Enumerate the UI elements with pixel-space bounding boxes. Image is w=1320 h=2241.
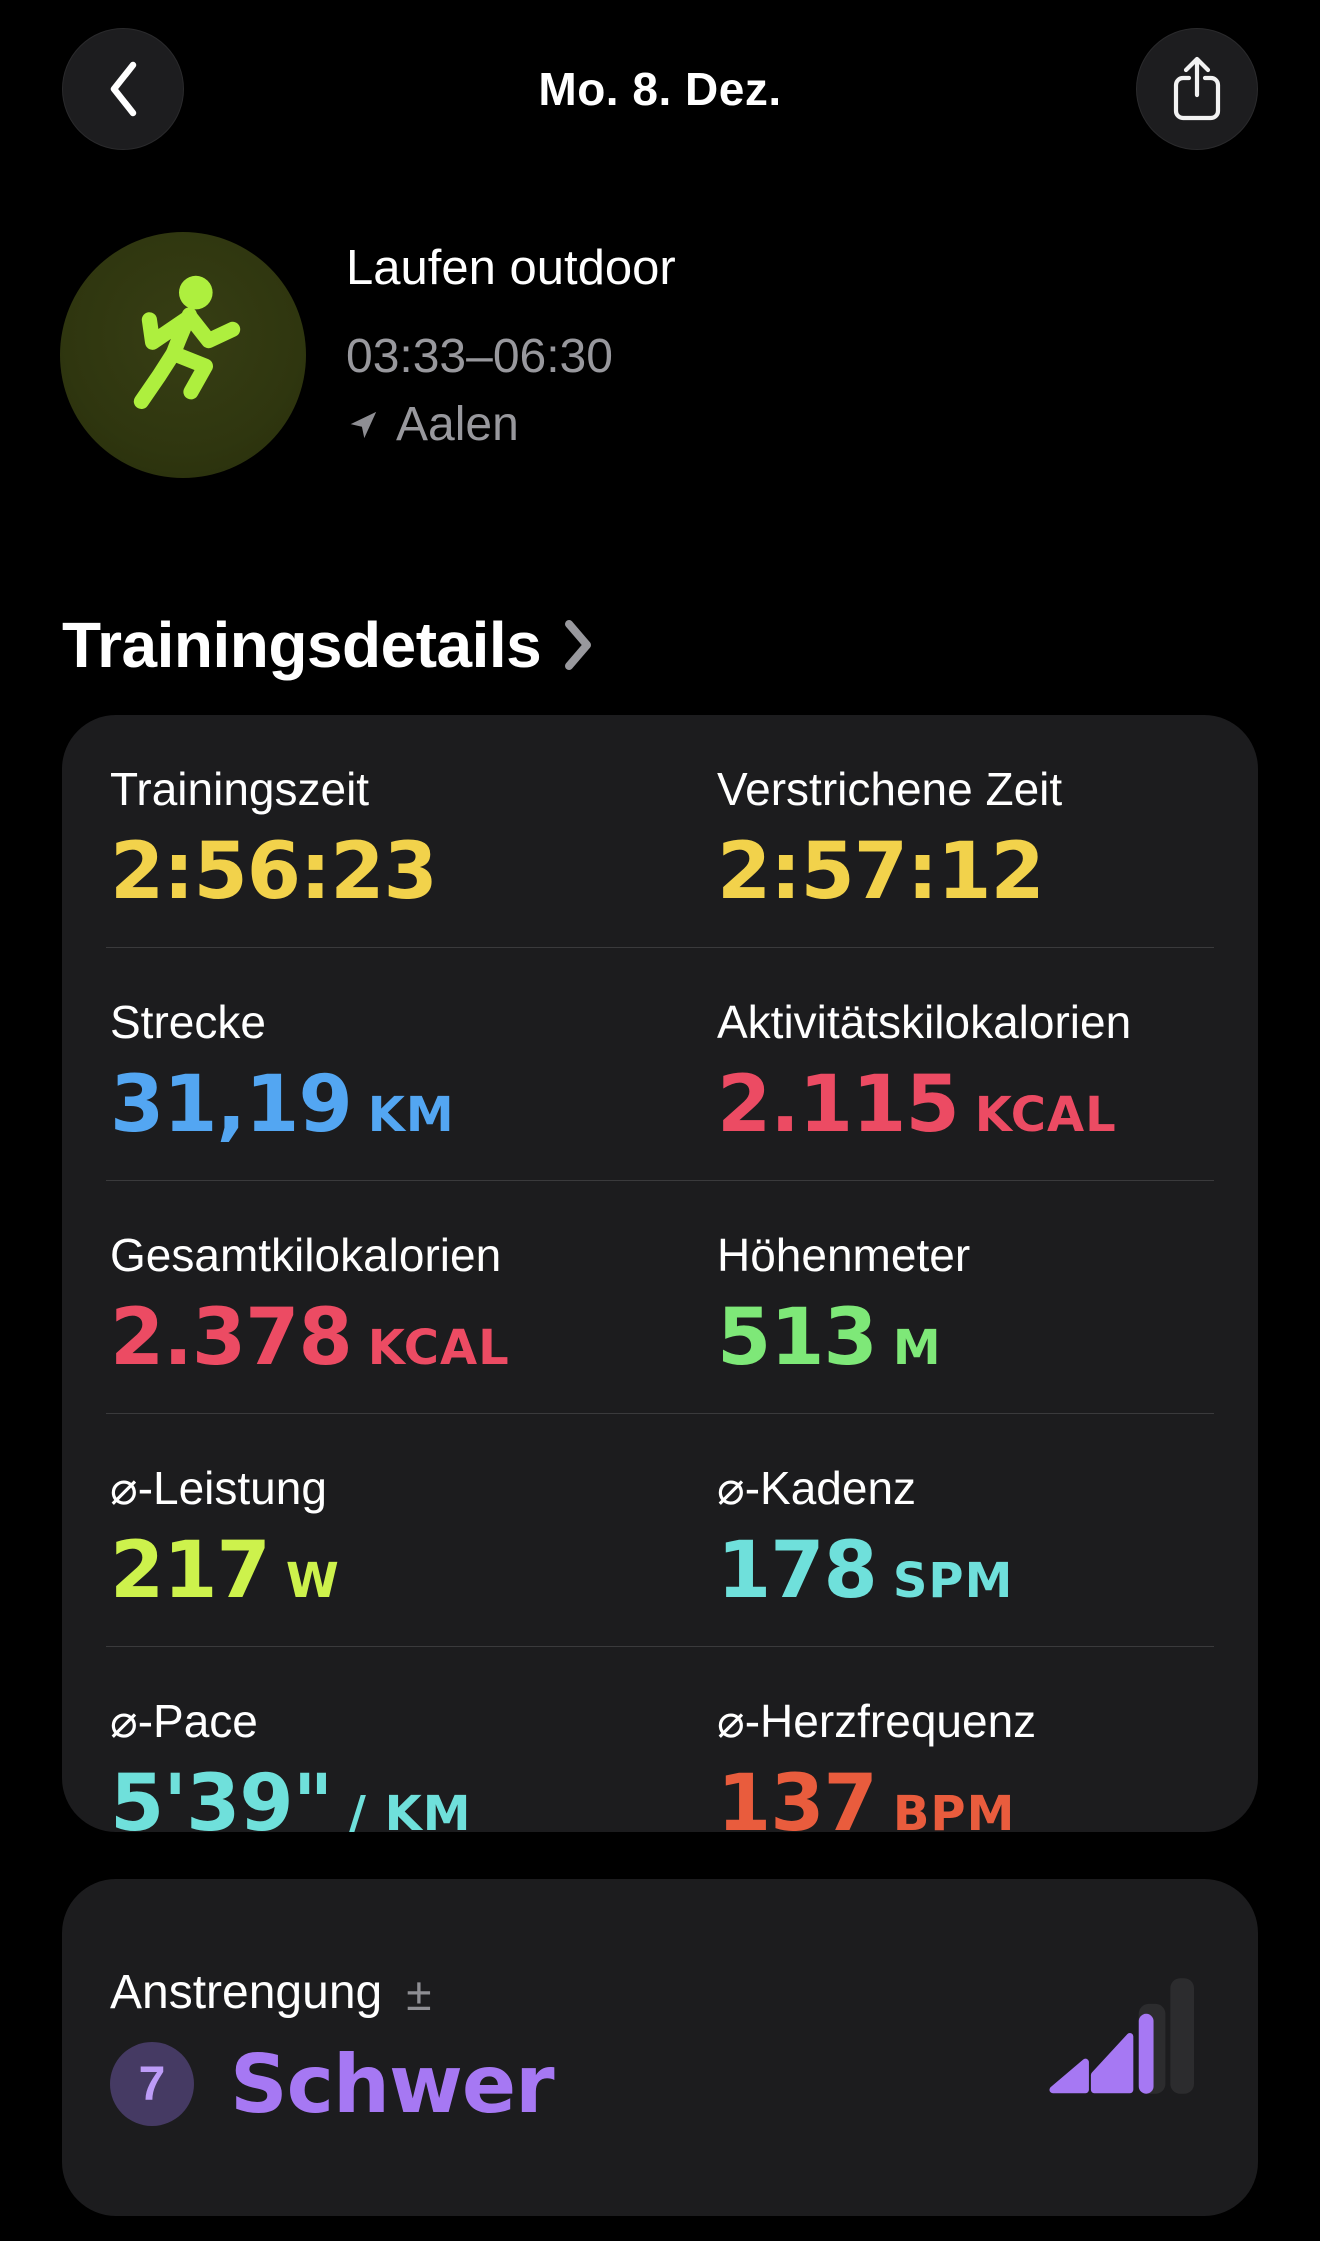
stat-verstrichene-zeit: Verstrichene Zeit 2:57:12 bbox=[717, 761, 1210, 927]
stat-leistung: ⌀-Leistung 217 W bbox=[110, 1460, 717, 1626]
stat-gesamtkilokalorien: Gesamtkilokalorien 2.378 KCAL bbox=[110, 1227, 717, 1393]
stat-kadenz: ⌀-Kadenz 178 SPM bbox=[717, 1460, 1210, 1626]
stat-row-time: Trainingszeit 2:56:23 Verstrichene Zeit … bbox=[106, 715, 1214, 948]
training-details-card: Trainingszeit 2:56:23 Verstrichene Zeit … bbox=[62, 715, 1258, 1832]
stat-value: 137 bbox=[717, 1759, 878, 1832]
stat-unit: KM bbox=[367, 1087, 455, 1143]
training-details-link[interactable]: Trainingsdetails bbox=[62, 608, 593, 682]
stat-value: 2:57:12 bbox=[717, 827, 1045, 917]
workout-location: Aalen bbox=[396, 398, 519, 452]
location-arrow-icon bbox=[346, 408, 380, 442]
workout-avatar bbox=[60, 232, 306, 478]
stat-unit: SPM bbox=[892, 1553, 1014, 1609]
stat-unit: / KM bbox=[348, 1786, 472, 1832]
stat-unit: KCAL bbox=[974, 1087, 1117, 1143]
workout-time-range: 03:33–06:30 bbox=[346, 330, 613, 384]
runner-icon bbox=[103, 275, 263, 435]
stat-row-distance-calories: Strecke 31,19 KM Aktivitätskilokalorien 2… bbox=[106, 948, 1214, 1181]
chevron-left-icon bbox=[106, 60, 140, 118]
stat-label: Verstrichene Zeit bbox=[717, 763, 1063, 815]
stat-label: ⌀-Herzfrequenz bbox=[717, 1695, 1037, 1747]
stat-label: Höhenmeter bbox=[717, 1229, 971, 1281]
stat-row-totalcal-elevation: Gesamtkilokalorien 2.378 KCAL Höhenmeter … bbox=[106, 1181, 1214, 1414]
workout-location-row: Aalen bbox=[346, 395, 676, 455]
adjust-effort-icon[interactable]: ± bbox=[406, 1968, 432, 2020]
effort-card: Anstrengung ± 7 Schwer bbox=[62, 1879, 1258, 2216]
effort-title: Anstrengung bbox=[110, 1966, 383, 2019]
stat-value: 31,19 bbox=[110, 1060, 353, 1150]
workout-header: Laufen outdoor 03:33–06:30 Aalen bbox=[60, 232, 1260, 478]
effort-score-badge: 7 bbox=[110, 2042, 194, 2127]
stat-strecke: Strecke 31,19 KM bbox=[110, 994, 717, 1160]
stat-value: 217 bbox=[110, 1526, 271, 1616]
effort-level-label: Schwer bbox=[230, 2037, 555, 2131]
stat-label: ⌀-Pace bbox=[110, 1695, 258, 1747]
effort-bars-icon bbox=[1046, 1976, 1194, 2095]
stat-label: Strecke bbox=[110, 996, 266, 1048]
nav-bar: Mo. 8. Dez. bbox=[0, 28, 1320, 152]
stat-label: ⌀-Kadenz bbox=[717, 1462, 917, 1514]
stat-value: 2.115 bbox=[717, 1060, 960, 1150]
effort-score: 7 bbox=[138, 2057, 166, 2111]
stat-value: 178 bbox=[717, 1526, 878, 1616]
stat-label: Trainingszeit bbox=[110, 763, 370, 815]
stat-unit: BPM bbox=[892, 1786, 1016, 1832]
stat-unit: W bbox=[285, 1553, 340, 1609]
stat-value: 2.378 bbox=[110, 1293, 353, 1383]
chevron-right-icon bbox=[563, 618, 593, 672]
details-heading-label: Trainingsdetails bbox=[62, 609, 542, 681]
stat-label: Aktivitätskilokalorien bbox=[717, 996, 1132, 1048]
share-icon bbox=[1168, 55, 1226, 123]
effort-header: Anstrengung ± bbox=[110, 1966, 1210, 2020]
stat-row-pace-heartrate: ⌀-Pace 5'39" / KM ⌀-Herzfrequenz 137 BPM bbox=[106, 1647, 1214, 1832]
back-button[interactable] bbox=[62, 28, 184, 150]
nav-title: Mo. 8. Dez. bbox=[538, 63, 782, 115]
workout-info: Laufen outdoor 03:33–06:30 Aalen bbox=[346, 232, 676, 478]
stat-aktivitaetskilokalorien: Aktivitätskilokalorien 2.115 KCAL bbox=[717, 994, 1210, 1160]
stat-value: 5'39" bbox=[110, 1759, 333, 1832]
stat-pace: ⌀-Pace 5'39" / KM bbox=[110, 1693, 717, 1832]
stat-herzfrequenz: ⌀-Herzfrequenz 137 BPM bbox=[717, 1693, 1210, 1832]
workout-activity: Laufen outdoor bbox=[346, 241, 676, 295]
stat-unit: KCAL bbox=[367, 1320, 510, 1376]
share-button[interactable] bbox=[1136, 28, 1258, 150]
stat-value: 2:56:23 bbox=[110, 827, 438, 917]
stat-label: ⌀-Leistung bbox=[110, 1462, 327, 1514]
stat-hoehenmeter: Höhenmeter 513 M bbox=[717, 1227, 1210, 1393]
stat-unit: M bbox=[892, 1320, 942, 1376]
stat-value: 513 bbox=[717, 1293, 878, 1383]
stat-label: Gesamtkilokalorien bbox=[110, 1229, 502, 1281]
stat-row-power-cadence: ⌀-Leistung 217 W ⌀-Kadenz 178 SPM bbox=[106, 1414, 1214, 1647]
effort-value-row: 7 Schwer bbox=[110, 2038, 1210, 2131]
stat-trainingszeit: Trainingszeit 2:56:23 bbox=[110, 761, 717, 927]
